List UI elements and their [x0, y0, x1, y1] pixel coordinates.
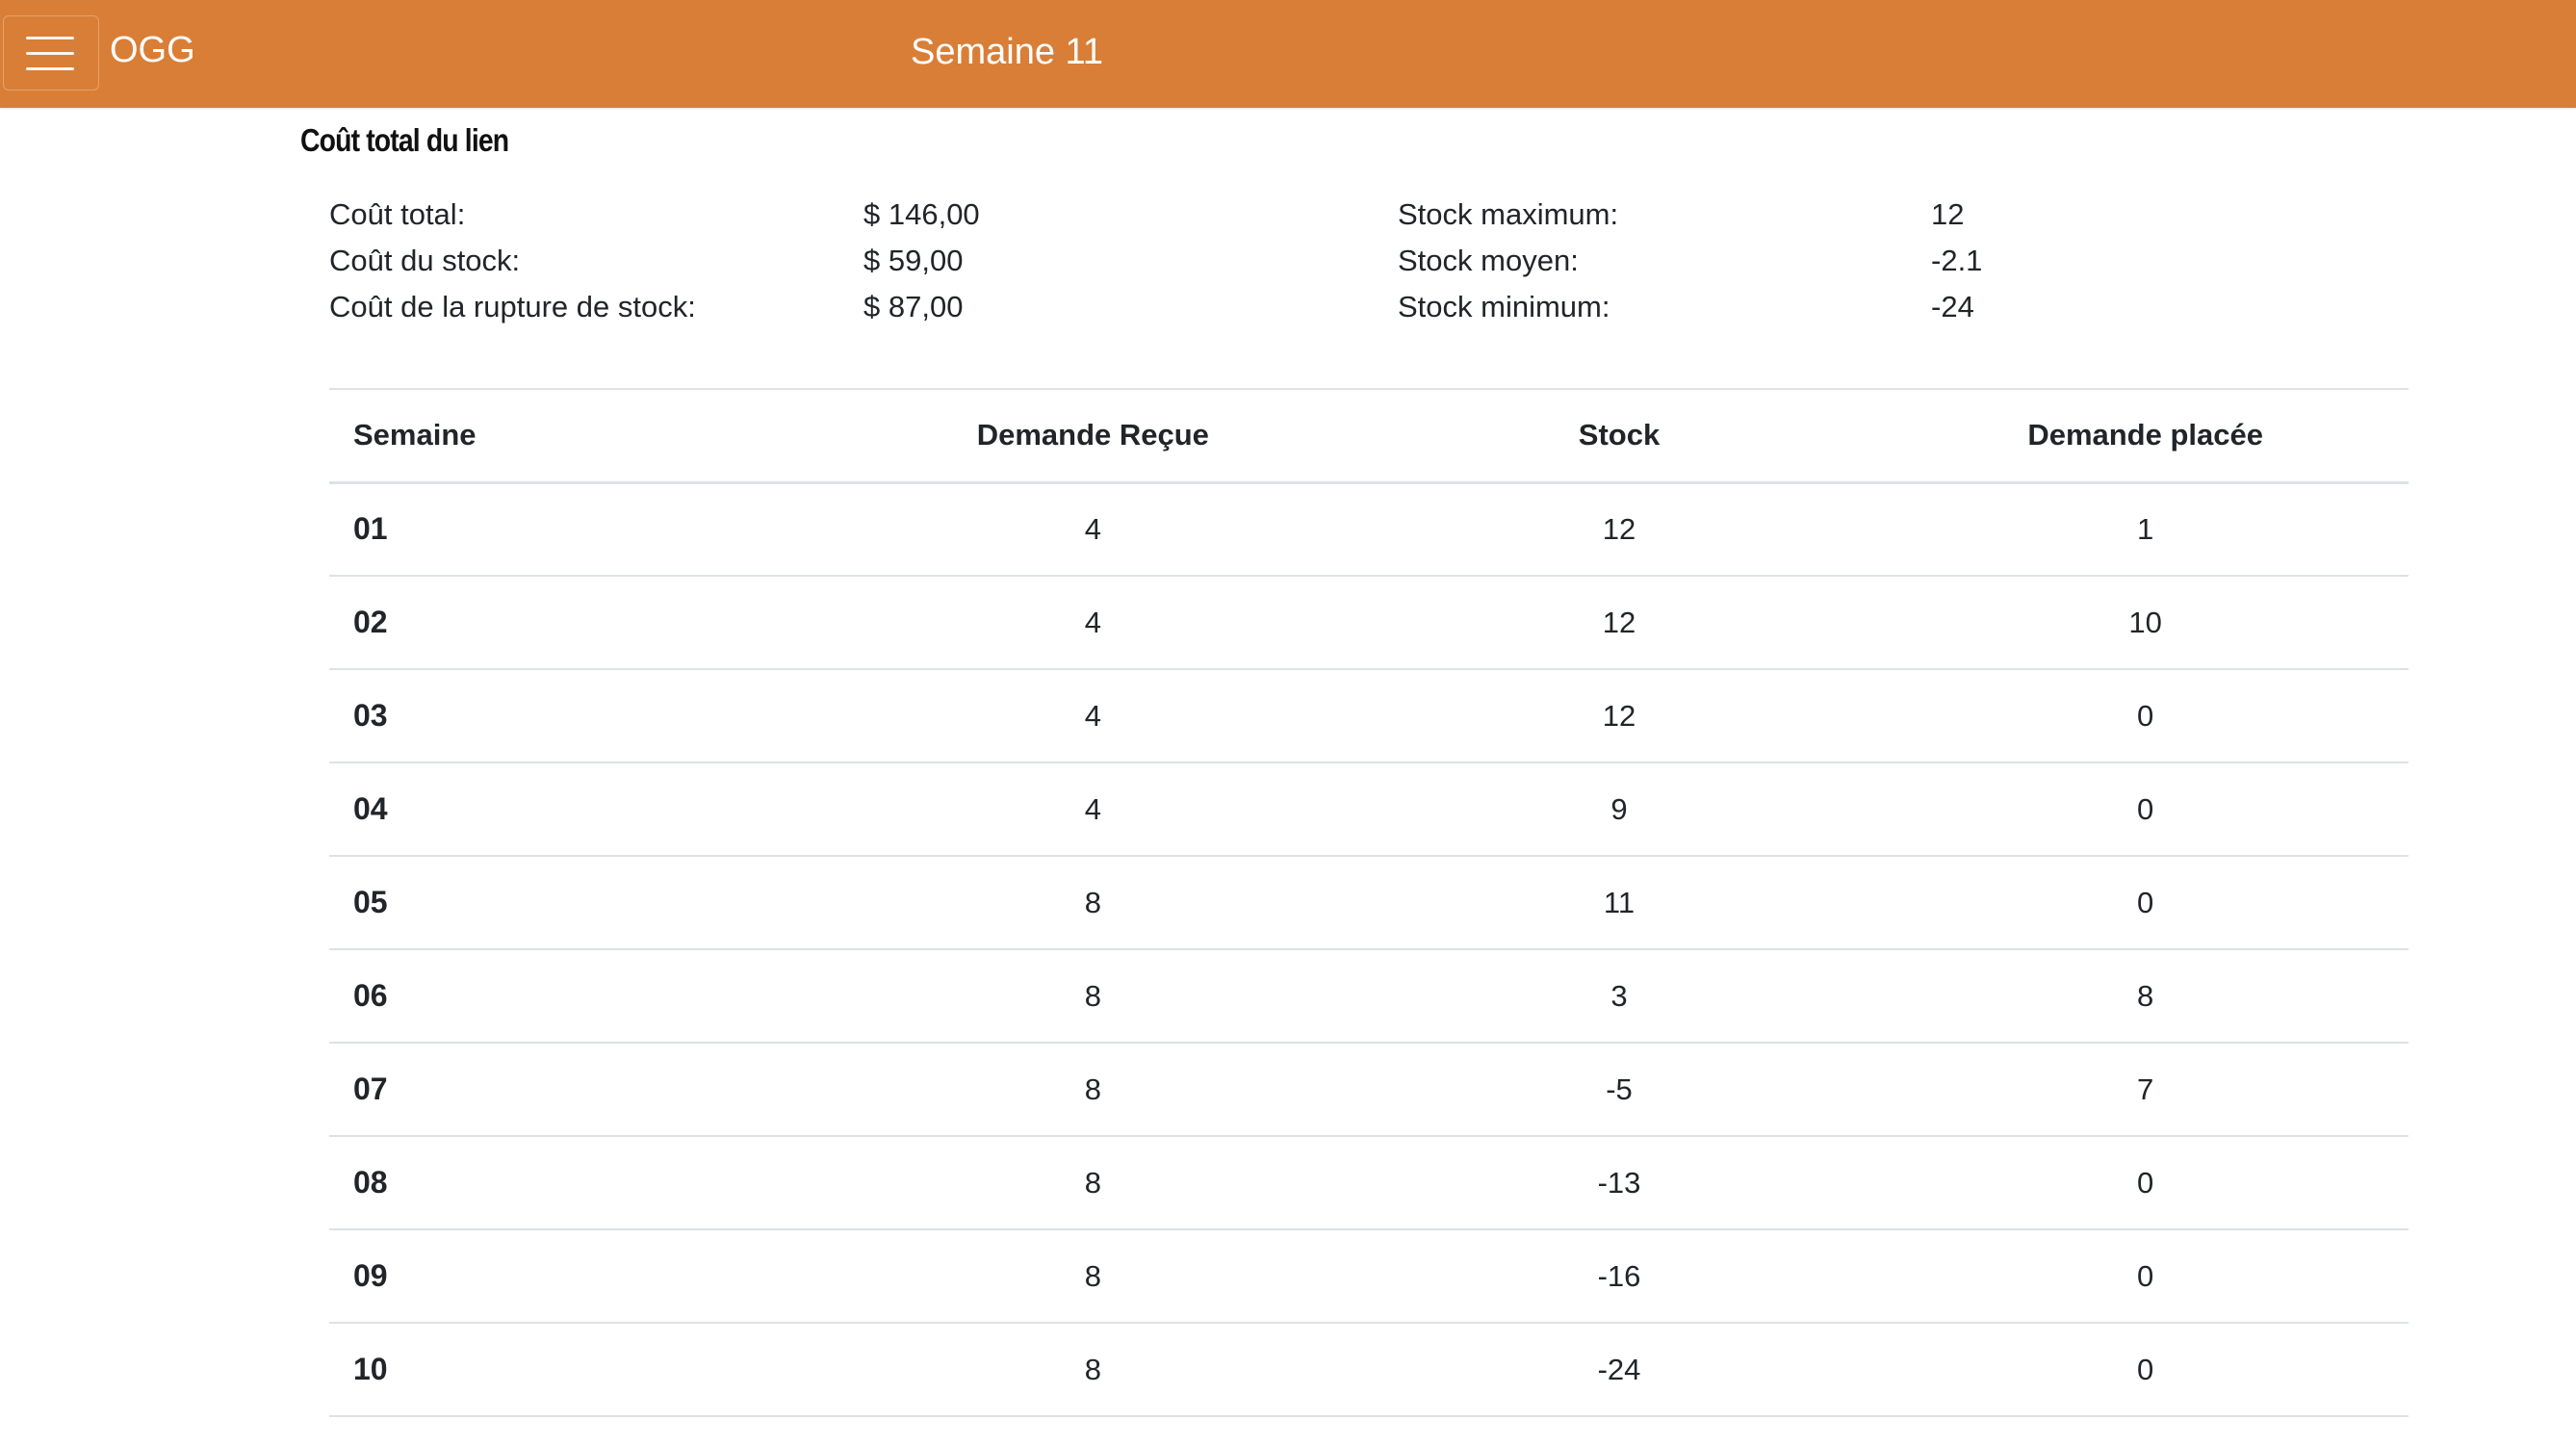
demand-placed-cell: 0: [1882, 762, 2409, 856]
week-cell: 06: [329, 948, 830, 1043]
table-row: 07 8 -5 7: [329, 1042, 2409, 1136]
table-row: 08 8 -13 0: [329, 1135, 2409, 1229]
stock-cost-label: Coût du stock:: [329, 244, 521, 277]
demand-received-cell: 8: [830, 1322, 1356, 1417]
table-row: 05 8 11 0: [329, 855, 2409, 949]
demand-placed-cell: 1: [1882, 481, 2409, 576]
week-cell: 09: [329, 1228, 830, 1323]
table-row: 06 8 3 8: [329, 948, 2409, 1043]
stock-cell: 12: [1355, 668, 1883, 762]
table-row: 09 8 -16 0: [329, 1228, 2409, 1323]
demand-received-cell: 8: [830, 948, 1356, 1043]
demand-placed-cell: 0: [1882, 855, 2409, 949]
week-cell: 02: [329, 575, 830, 669]
demand-received-cell: 4: [830, 762, 1356, 856]
avg-stock-label: Stock moyen:: [1398, 244, 1579, 277]
stock-cell: -13: [1355, 1135, 1883, 1229]
week-cell: 01: [329, 481, 830, 576]
min-stock-value: -24: [1931, 290, 1974, 323]
stock-cell: -5: [1355, 1042, 1883, 1136]
stock-cell: 3: [1355, 948, 1883, 1043]
weekly-data-table: Semaine Demande Reçue Stock Demande plac…: [329, 388, 2409, 1417]
week-cell: 04: [329, 762, 830, 856]
min-stock-label: Stock minimum:: [1398, 290, 1610, 323]
demand-placed-cell: 8: [1882, 948, 2409, 1043]
table-row: 03 4 12 0: [329, 668, 2409, 762]
demand-placed-cell: 7: [1882, 1042, 2409, 1136]
stock-cell: -24: [1355, 1322, 1883, 1417]
stock-cost-value: $ 59,00: [863, 244, 964, 277]
avg-stock-value: -2.1: [1931, 244, 1983, 277]
table-header-row: Semaine Demande Reçue Stock Demande plac…: [329, 388, 2409, 484]
header-stock: Stock: [1355, 388, 1883, 484]
week-cell: 03: [329, 668, 830, 762]
table-row: 04 4 9 0: [329, 762, 2409, 856]
brand-link[interactable]: OGG: [110, 30, 195, 70]
demand-received-cell: 4: [830, 575, 1356, 669]
stockout-cost-value: $ 87,00: [863, 290, 964, 323]
stock-cell: 11: [1355, 855, 1883, 949]
table-row: 10 8 -24 0: [329, 1322, 2409, 1417]
max-stock-label: Stock maximum:: [1398, 197, 1619, 231]
demand-received-cell: 8: [830, 855, 1356, 949]
week-cell: 08: [329, 1135, 830, 1229]
demand-received-cell: 4: [830, 668, 1356, 762]
demand-placed-cell: 0: [1882, 1135, 2409, 1229]
stock-cell: 12: [1355, 575, 1883, 669]
page-title: Semaine 11: [911, 32, 1103, 72]
demand-received-cell: 8: [830, 1135, 1356, 1229]
header-week: Semaine: [329, 388, 830, 484]
demand-received-cell: 4: [830, 481, 1356, 576]
demand-placed-cell: 10: [1882, 575, 2409, 669]
total-cost-label: Coût total:: [329, 197, 466, 231]
stock-cell: 12: [1355, 481, 1883, 576]
week-cell: 05: [329, 855, 830, 949]
menu-toggle-button[interactable]: [3, 15, 99, 90]
stockout-cost-label: Coût de la rupture de stock:: [329, 290, 696, 323]
week-cell: 07: [329, 1042, 830, 1136]
section-title: Coût total du lien: [300, 122, 509, 158]
max-stock-value: 12: [1931, 197, 1965, 231]
demand-received-cell: 8: [830, 1228, 1356, 1323]
top-navbar: OGG Semaine 11: [0, 0, 2576, 108]
demand-received-cell: 8: [830, 1042, 1356, 1136]
week-cell: 10: [329, 1322, 830, 1417]
header-demand-received: Demande Reçue: [830, 388, 1356, 484]
table-row: 01 4 12 1: [329, 481, 2409, 576]
stock-cell: 9: [1355, 762, 1883, 856]
total-cost-value: $ 146,00: [863, 197, 980, 231]
demand-placed-cell: 0: [1882, 668, 2409, 762]
stock-cell: -16: [1355, 1228, 1883, 1323]
demand-placed-cell: 0: [1882, 1322, 2409, 1417]
table-row: 02 4 12 10: [329, 575, 2409, 669]
demand-placed-cell: 0: [1882, 1228, 2409, 1323]
header-demand-placed: Demande placée: [1882, 388, 2409, 484]
